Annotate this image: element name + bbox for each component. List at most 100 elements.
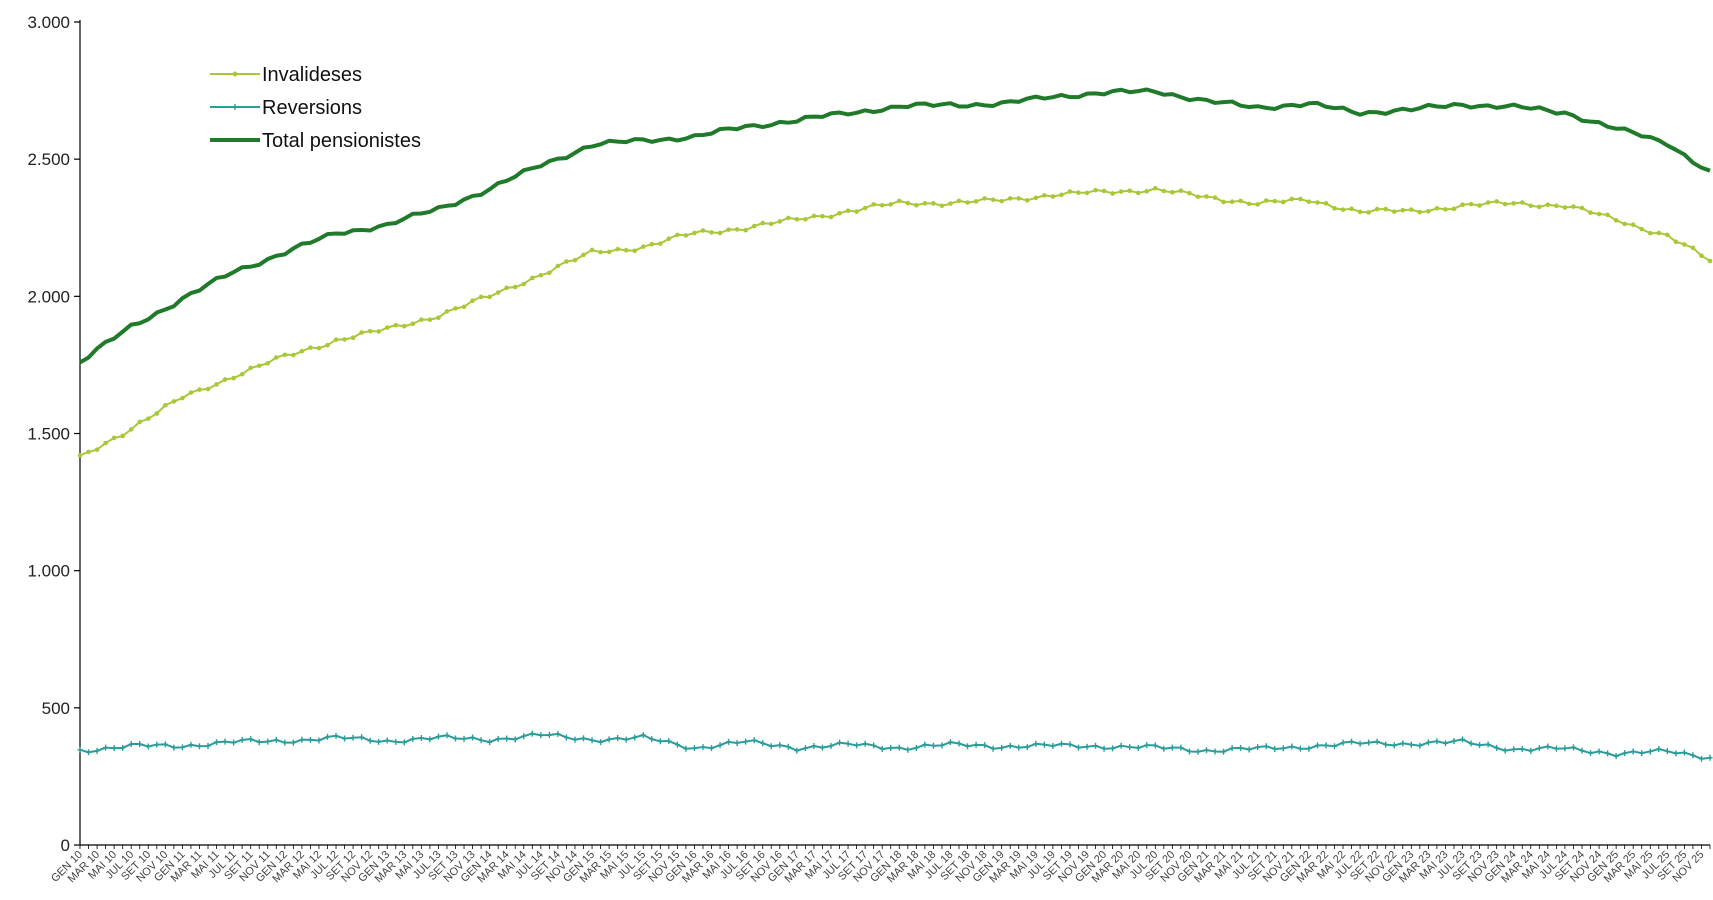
data-point	[999, 744, 1005, 751]
data-point	[1272, 198, 1278, 204]
data-point	[487, 739, 493, 746]
data-point	[1238, 744, 1244, 751]
data-point	[1161, 745, 1167, 752]
data-point	[436, 315, 441, 321]
series-invalid	[77, 185, 1713, 458]
series-line-rev	[79, 732, 1711, 760]
data-point	[461, 304, 467, 310]
data-point	[623, 247, 629, 253]
data-point	[547, 270, 552, 276]
y-tick-label: 1.500	[27, 425, 70, 444]
data-point	[530, 275, 535, 281]
data-point	[342, 337, 347, 342]
data-point	[290, 739, 296, 746]
data-point	[691, 745, 697, 752]
data-point	[1093, 187, 1098, 193]
data-point	[1673, 750, 1679, 757]
data-point	[1042, 193, 1047, 198]
data-point	[1178, 188, 1184, 194]
data-point	[1519, 200, 1525, 205]
data-point	[1332, 743, 1337, 750]
data-point	[1289, 196, 1295, 202]
data-point	[1622, 221, 1627, 227]
data-point	[1093, 742, 1099, 749]
data-point	[905, 200, 911, 206]
data-point	[1084, 190, 1090, 196]
data-point	[316, 737, 322, 744]
data-point	[666, 236, 672, 242]
data-point	[1229, 745, 1235, 752]
data-point	[999, 198, 1004, 204]
data-point	[572, 257, 578, 263]
data-point	[1699, 253, 1704, 259]
data-point	[1511, 746, 1517, 753]
data-point	[828, 742, 834, 749]
data-point	[606, 736, 612, 743]
series-line-invalid	[79, 187, 1711, 457]
data-point	[786, 215, 791, 221]
data-point	[1203, 747, 1209, 754]
data-point	[1050, 194, 1056, 199]
data-point	[1639, 226, 1645, 232]
data-point	[615, 735, 621, 742]
data-point	[521, 281, 527, 287]
data-point	[1050, 742, 1056, 749]
data-point	[419, 317, 424, 322]
data-point	[606, 249, 612, 255]
data-point	[1605, 750, 1611, 757]
data-point	[1562, 205, 1568, 210]
data-point	[777, 742, 783, 749]
data-point	[350, 335, 356, 341]
data-point	[197, 387, 202, 392]
y-tick-label: 3.000	[27, 13, 70, 32]
data-point	[854, 209, 859, 214]
data-point	[333, 337, 339, 342]
data-point	[1246, 201, 1252, 207]
data-point	[350, 734, 356, 741]
data-point	[1238, 198, 1243, 204]
data-point	[222, 738, 228, 745]
data-point	[1016, 744, 1022, 751]
data-point	[205, 742, 211, 749]
data-point	[410, 321, 416, 327]
data-point	[1477, 203, 1482, 208]
data-point	[1127, 188, 1132, 194]
data-point	[589, 247, 595, 253]
data-point	[930, 742, 936, 749]
data-point	[1340, 739, 1346, 746]
data-point	[325, 342, 330, 348]
data-point	[1391, 209, 1397, 214]
data-point	[956, 198, 962, 204]
data-point	[1255, 202, 1260, 207]
legend-marker	[232, 71, 238, 77]
data-point	[316, 345, 322, 351]
data-point	[1536, 745, 1542, 752]
legend-label: Total pensionistes	[262, 130, 421, 152]
data-point	[128, 741, 134, 748]
data-point	[308, 345, 313, 350]
data-point	[1169, 744, 1175, 751]
data-point	[1033, 195, 1039, 201]
data-point	[1554, 203, 1559, 209]
data-point	[478, 737, 484, 744]
data-point	[794, 747, 800, 754]
data-point	[1306, 745, 1312, 752]
data-point	[726, 227, 731, 232]
data-point	[1630, 222, 1636, 228]
data-point	[77, 453, 83, 458]
data-point	[1366, 739, 1372, 746]
data-point	[854, 742, 860, 749]
data-point	[265, 738, 271, 745]
data-point	[709, 745, 715, 752]
data-point	[1374, 738, 1380, 745]
data-point	[1101, 745, 1107, 752]
data-point	[342, 735, 348, 742]
data-point	[1314, 742, 1320, 749]
data-point	[1570, 744, 1576, 751]
data-point	[248, 365, 253, 371]
data-point	[1588, 210, 1593, 215]
data-point	[359, 330, 364, 335]
data-point	[1016, 196, 1022, 201]
y-tick-label: 0	[61, 836, 70, 855]
data-point	[1059, 192, 1064, 198]
